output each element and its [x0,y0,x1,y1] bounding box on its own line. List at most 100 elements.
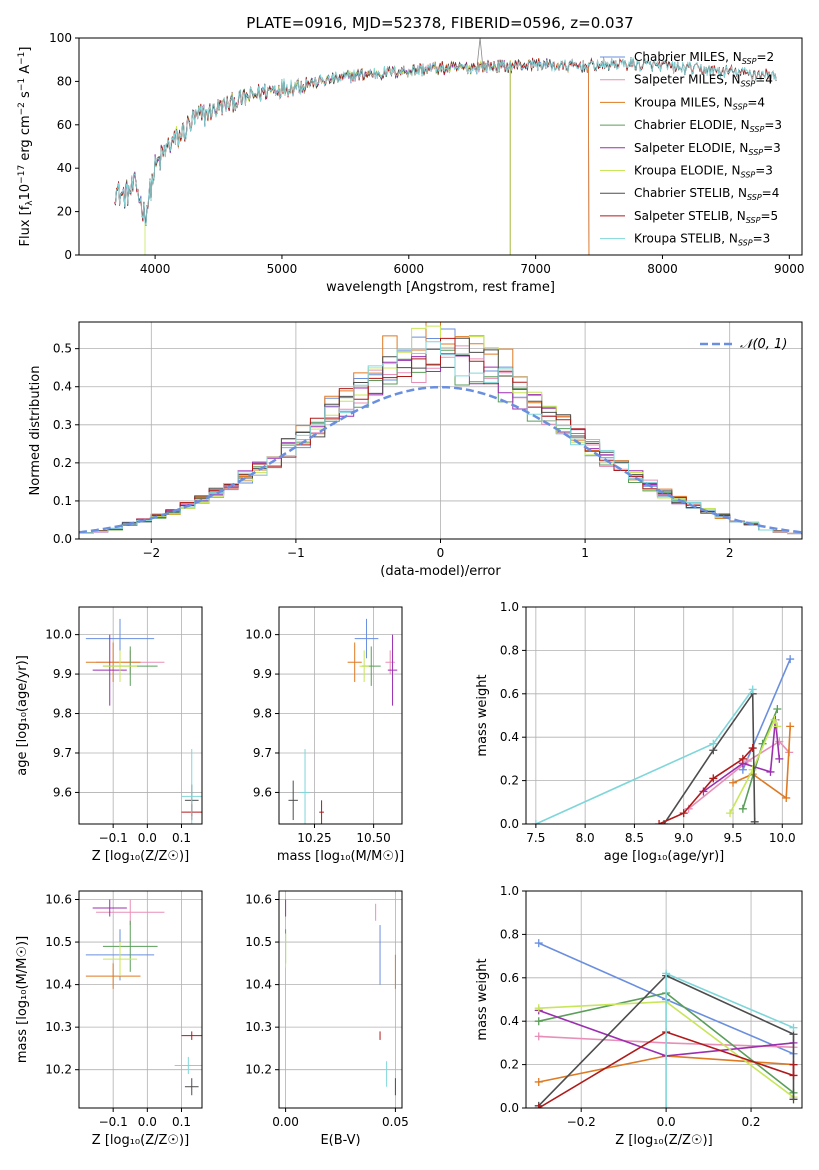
marker [773,704,782,713]
y-axis-label: age [log₁₀(age/yr)] [15,655,30,776]
gridlines [526,606,802,825]
line-kroupa-stelib [535,689,754,824]
errorbar-salpeter-stelib [319,800,324,824]
y-tick-label: 0 [64,248,72,262]
gridlines [279,891,402,1108]
marker [789,1071,798,1080]
spectrum-line-salpeter-elodie [114,60,511,255]
x-tick-label: 7000 [520,262,551,276]
y-axis-label: mass [log₁₀(M/M☉)] [15,936,30,1063]
errorbar-kroupa-miles [85,642,141,682]
y-tick-label: 9.7 [53,746,72,760]
marker [750,817,759,824]
legend-label-kroupa-miles: Kroupa MILES, NSSP=4 [634,95,765,111]
y-tick-label: 0.4 [500,730,519,744]
y-axis-label: mass weight [475,674,490,756]
y-tick-label: 0.0 [500,1101,519,1115]
x-tick-label: 1 [581,546,589,560]
series-kroupa-stelib [531,685,757,824]
legend-label-chabrier-elodie: Chabrier ELODIE, NSSP=3 [634,118,782,134]
x-tick-label: −0.1 [99,831,128,845]
y-tick-label: 100 [49,31,72,45]
panel-mass-vs-z: −0.1 0.0 0.1 10.2 10.3 10.4 10.5 10.6 Z [log₁₀(Z… [15,890,203,1148]
errorbar-kroupa-stelib [300,749,310,824]
marker [534,1032,543,1041]
gridlines [79,891,202,1108]
marker [786,722,795,731]
line-kroupa-miles [732,726,791,800]
x-tick-label: 8.0 [576,831,595,845]
plot-area [534,939,798,1108]
x-tick-label: 0.00 [272,1115,299,1129]
x-tick-label: 0 [437,546,445,560]
plot-area [114,38,777,255]
x-tick-label: 10.25 [297,831,331,845]
legend-label-normal: 𝒩(0, 1) [740,337,787,352]
gridlines [279,607,402,824]
marker [748,765,757,774]
y-tick-label: 10.0 [245,628,272,642]
line-kroupa-elodie [729,717,779,814]
chart-title: PLATE=0916, MJD=52378, FIBERID=0596, z=0… [246,14,633,32]
marker [534,1017,543,1026]
series-kroupa-stelib [662,969,798,1108]
marker [789,1095,798,1104]
spectrum-legend: Chabrier MILES, NSSP=2 Salpeter MILES, NS… [600,50,782,248]
y-tick-label: 10.4 [245,978,272,992]
errorbar-kroupa-elodie [102,942,138,977]
marker [789,1023,798,1032]
legend-label-salpeter-miles: Salpeter MILES, NSSP=4 [634,73,773,89]
panel-residuals: −2 −1 0 1 2 0.0 0.1 0.2 0.3 0.4 0.5 (data-model)/er… [28,321,803,579]
x-axis-label: Z [log₁₀(Z/Z☉)] [92,849,189,864]
marker [775,754,784,763]
legend-label-salpeter-stelib: Salpeter STELIB, NSSP=5 [634,209,778,225]
y-tick-label: 10.4 [45,978,72,992]
y-tick-label: 80 [57,74,72,88]
x-tick-label: 4000 [140,262,171,276]
y-tick-label: 9.9 [53,667,72,681]
x-axis-label: Z [log₁₀(Z/Z☉)] [92,1133,189,1148]
series-kroupa-miles [729,722,795,802]
plot-area [79,322,802,535]
marker [743,757,752,766]
marker [534,939,543,948]
errorbar-kroupa-miles [347,642,362,682]
x-tick-label: 0.0 [138,831,157,845]
series-kroupa-elodie [726,715,782,818]
marker [773,722,782,731]
y-tick-label: 0.3 [53,418,72,432]
axes-frame [278,606,403,825]
y-tick-label: 10.3 [245,1020,272,1034]
y-tick-label: 9.9 [253,667,272,681]
plot-area [85,899,202,1096]
marker [782,793,791,802]
spectrum-line-chabrier-miles [114,57,590,255]
marker [679,809,688,818]
x-tick-label: 5000 [267,262,298,276]
legend-label-kroupa-stelib: Kroupa STELIB, NSSP=3 [634,232,770,248]
y-tick-label: 9.8 [253,707,272,721]
marker [738,804,747,813]
legend-label-kroupa-elodie: Kroupa ELODIE, NSSP=3 [634,164,773,180]
axes-frame [78,606,203,825]
y-axis-label: Flux [fλ10−17 erg cm−2 s−1 A−1] [17,47,35,247]
errorbar-chabrier-elodie [102,920,158,972]
y-tick-label: 10.5 [45,935,72,949]
y-tick-label: 10.6 [45,893,72,907]
marker [709,739,718,748]
axes-frame [278,890,403,1109]
errorbar-kroupa-stelib [181,749,202,824]
marker [748,685,757,694]
errorbar-salpeter-elodie [92,899,127,917]
y-tick-label: 0.6 [500,971,519,985]
x-tick-label: 9000 [774,262,805,276]
errorbar-chabrier-miles [354,618,379,659]
x-tick-label: 0.1 [172,1115,191,1129]
x-tick-label: −0.2 [567,1115,596,1129]
line-chabrier-stelib [663,691,756,824]
y-tick-label: 0.2 [500,774,519,788]
errorbar-kroupa-miles [85,963,141,989]
errorbar-kroupa-elodie [359,650,369,682]
panel-age-vs-mass: 10.25 10.50 9.6 9.7 9.8 9.9 10.0 mass [log₁₀(M/… [245,606,404,864]
errorbar-salpeter-elodie [92,634,127,706]
